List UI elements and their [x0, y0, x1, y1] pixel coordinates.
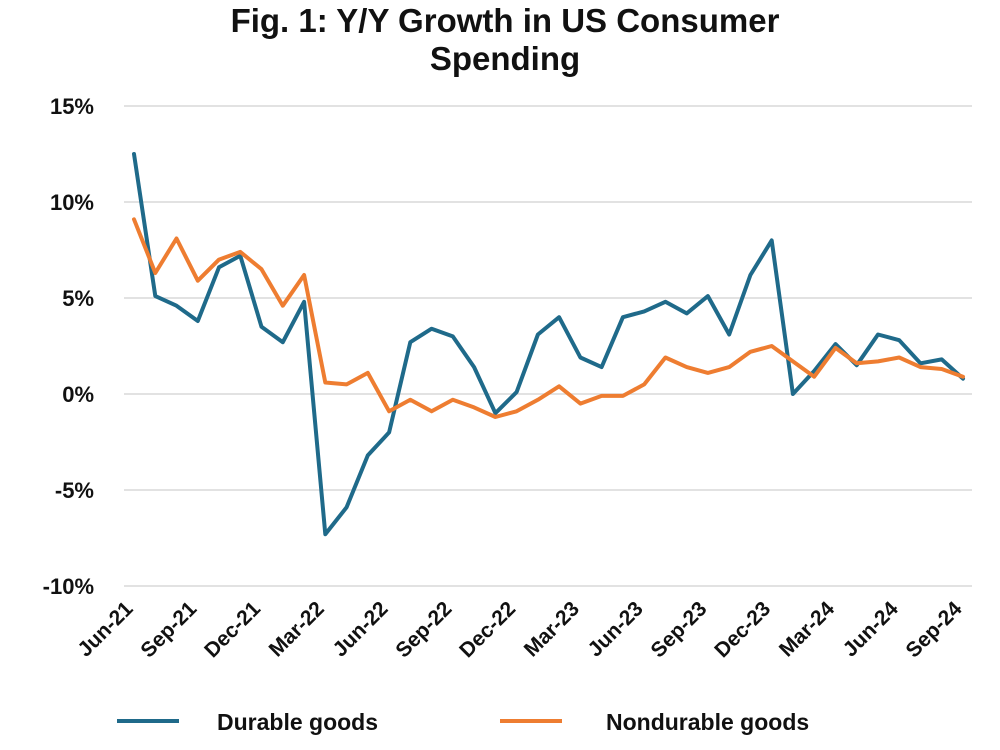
x-tick-label: Dec-23	[710, 597, 775, 662]
x-tick-label: Mar-23	[520, 597, 584, 661]
y-tick-label: 5%	[62, 286, 94, 311]
legend-label-durable-goods: Durable goods	[217, 709, 378, 735]
y-tick-label: -10%	[43, 574, 94, 599]
legend: Durable goods Nondurable goods	[117, 709, 809, 735]
x-tick-label: Sep-23	[646, 597, 711, 662]
y-tick-label: 10%	[50, 190, 94, 215]
x-tick-label: Jun-23	[584, 597, 648, 661]
x-tick-label: Sep-22	[391, 597, 456, 662]
x-tick-label: Jun-21	[73, 597, 137, 661]
x-tick-label: Sep-24	[902, 597, 967, 662]
chart-title-line-1: Fig. 1: Y/Y Growth in US Consumer	[230, 2, 780, 39]
x-tick-label: Sep-21	[136, 597, 201, 662]
x-tick-label: Jun-22	[328, 597, 392, 661]
series-line-nondurable-goods	[132, 217, 965, 419]
legend-label-nondurable-goods: Nondurable goods	[606, 709, 809, 735]
x-tick-label: Dec-21	[200, 597, 265, 662]
x-tick-label: Mar-22	[265, 597, 329, 661]
x-tick-label: Dec-22	[455, 597, 520, 662]
gridlines	[124, 105, 972, 587]
x-tick-label: Mar-24	[775, 597, 839, 661]
y-tick-label: 0%	[62, 382, 94, 407]
y-tick-label: 15%	[50, 94, 94, 119]
series-lines	[132, 152, 965, 537]
chart-title: Fig. 1: Y/Y Growth in US Consumer Spendi…	[120, 2, 890, 78]
y-axis-ticks: 15% 10% 5% 0% -5% -10%	[43, 94, 94, 599]
x-tick-label: Jun-24	[839, 597, 903, 661]
series-line-durable-goods	[132, 152, 965, 537]
y-tick-label: -5%	[55, 478, 94, 503]
chart-title-line-2: Spending	[429, 40, 581, 77]
